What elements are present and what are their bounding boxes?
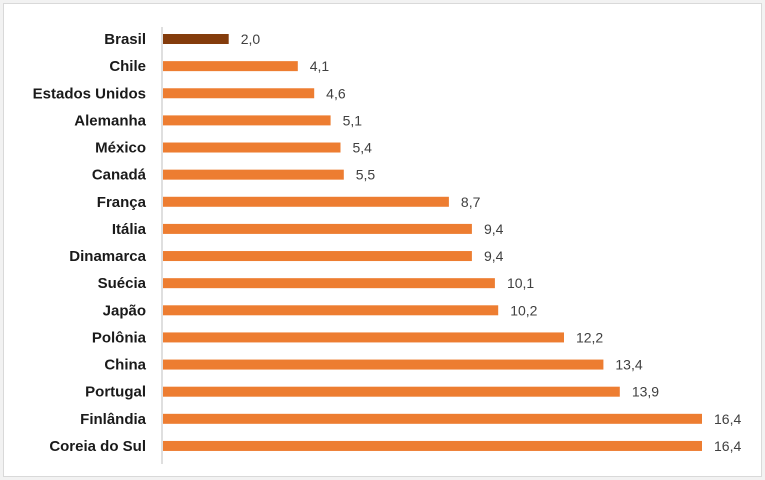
value-label-polonia: 12,2: [576, 329, 603, 345]
value-label-chile: 4,1: [310, 58, 330, 74]
category-label-franca: França: [97, 194, 147, 211]
bar-italia: [163, 223, 472, 234]
category-label-portugal: Portugal: [85, 384, 146, 401]
bar-polonia: [163, 332, 564, 343]
category-label-japao: Japão: [103, 302, 146, 319]
bar-japao: [163, 305, 499, 316]
value-label-estados-unidos: 4,6: [326, 85, 346, 101]
category-label-china: China: [104, 357, 146, 374]
bar-brasil: [163, 34, 229, 44]
bar-chart: Brasil 2,0 Chile 4,1 Estados Unidos 4,6 Aleman…: [33, 27, 741, 464]
value-label-franca: 8,7: [461, 194, 481, 210]
category-label-canada: Canadá: [92, 167, 147, 184]
bar-franca: [163, 196, 449, 207]
value-label-coreia-do-sul: 16,4: [714, 438, 741, 454]
bar-mexico: [163, 142, 341, 153]
chart-frame: Brasil 2,0 Chile 4,1 Estados Unidos 4,6 Aleman…: [3, 3, 762, 477]
value-label-canada: 5,5: [356, 167, 376, 183]
value-label-brasil: 2,0: [241, 31, 261, 47]
bar-finlandia: [163, 413, 702, 424]
category-label-italia: Itália: [112, 221, 147, 238]
value-label-china: 13,4: [615, 357, 642, 373]
category-label-chile: Chile: [109, 58, 146, 75]
value-label-finlandia: 16,4: [714, 411, 741, 427]
bar-suecia: [163, 278, 495, 289]
bar-dinamarca: [163, 251, 472, 262]
value-label-mexico: 5,4: [352, 140, 372, 156]
bar-estados-unidos: [163, 88, 315, 99]
bars-layer: Brasil 2,0 Chile 4,1 Estados Unidos 4,6 Aleman…: [33, 27, 741, 464]
bar-canada: [163, 169, 344, 180]
category-label-polonia: Polônia: [92, 329, 147, 346]
category-label-suecia: Suécia: [98, 275, 147, 292]
bar-china: [163, 359, 604, 370]
value-label-dinamarca: 9,4: [484, 248, 504, 264]
category-label-estados-unidos: Estados Unidos: [33, 85, 146, 102]
value-label-suecia: 10,1: [507, 275, 534, 291]
bar-chile: [163, 61, 298, 72]
category-label-dinamarca: Dinamarca: [69, 248, 146, 265]
value-label-japao: 10,2: [510, 302, 537, 318]
bar-portugal: [163, 386, 620, 397]
value-label-portugal: 13,9: [632, 384, 659, 400]
value-label-italia: 9,4: [484, 221, 504, 237]
bar-coreia-do-sul: [163, 440, 702, 451]
category-label-alemanha: Alemanha: [74, 112, 146, 129]
value-label-alemanha: 5,1: [343, 112, 363, 128]
category-label-coreia-do-sul: Coreia do Sul: [49, 438, 146, 455]
category-label-finlandia: Finlândia: [80, 411, 146, 428]
category-label-brasil: Brasil: [104, 31, 146, 48]
bar-alemanha: [163, 115, 331, 126]
category-label-mexico: México: [95, 140, 146, 157]
